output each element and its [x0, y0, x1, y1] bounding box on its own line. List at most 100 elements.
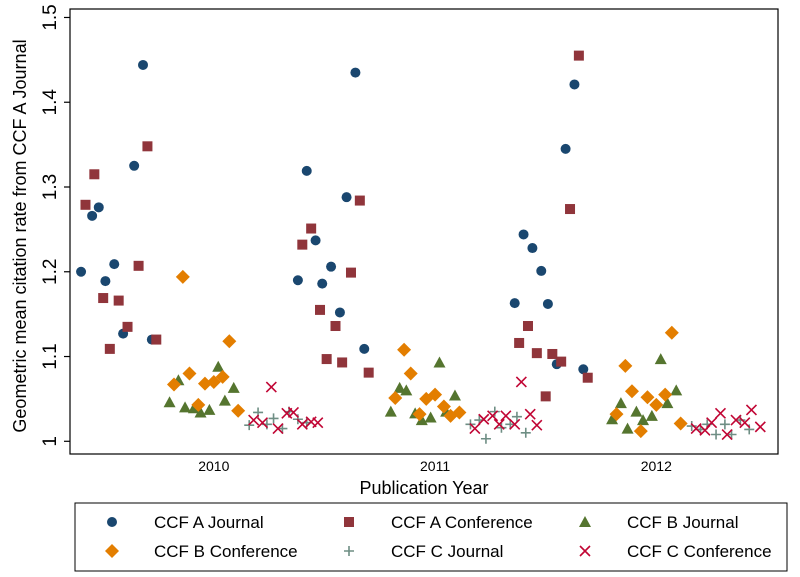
legend: CCF A Journal CCF A Conference CCF B Journ…	[105, 513, 772, 561]
data-point	[297, 239, 308, 250]
data-points	[76, 50, 766, 444]
data-point	[384, 405, 397, 417]
legend-marker	[579, 545, 591, 557]
data-point	[179, 401, 192, 413]
data-point	[524, 408, 536, 420]
data-point	[673, 416, 688, 431]
data-point	[133, 260, 144, 271]
data-point	[397, 342, 412, 357]
data-point	[89, 169, 100, 180]
data-point	[487, 410, 499, 422]
data-point	[100, 276, 111, 287]
data-point	[509, 298, 520, 309]
data-point	[138, 59, 149, 70]
series-ccf-b-conference	[166, 269, 688, 439]
data-point	[388, 391, 403, 406]
data-point	[187, 402, 200, 414]
data-point	[301, 165, 312, 176]
y-tick-label: 1.5	[40, 4, 61, 30]
data-point	[330, 321, 341, 332]
legend-item: CCF B Conference	[105, 542, 298, 561]
data-point	[248, 414, 260, 426]
data-point	[658, 387, 673, 402]
x-axis-title: Publication Year	[359, 478, 488, 498]
x-axis: 2010 2011 2012	[198, 458, 672, 474]
data-point	[142, 141, 153, 152]
legend-item: CCF C Conference	[579, 542, 772, 561]
data-point	[296, 418, 308, 430]
legend-item: CCF A Conference	[344, 513, 533, 532]
data-point	[565, 204, 576, 215]
data-point	[337, 357, 348, 368]
data-point	[633, 424, 648, 439]
series-ccf-b-journal	[163, 353, 683, 434]
data-point	[739, 417, 751, 429]
data-point	[212, 360, 225, 372]
data-point	[151, 334, 162, 345]
y-axis: 1 1.1 1.2 1.3 1.4 1.5	[40, 4, 70, 447]
y-tick-label: 1.2	[40, 259, 61, 285]
y-tick-label: 1.4	[40, 89, 61, 116]
legend-item: CCF A Journal	[107, 513, 264, 532]
data-point	[536, 265, 547, 276]
data-point	[527, 243, 538, 254]
data-point	[654, 353, 667, 365]
data-point	[661, 397, 674, 409]
data-point	[509, 418, 521, 430]
data-point	[514, 337, 525, 348]
data-point	[400, 384, 413, 396]
legend-marker	[105, 544, 119, 558]
data-point	[166, 377, 181, 392]
data-point	[496, 422, 507, 433]
data-point	[618, 358, 633, 373]
data-point	[624, 384, 639, 399]
data-point	[515, 376, 527, 388]
data-point	[730, 414, 742, 426]
data-point	[520, 427, 531, 438]
x-tick-label: 2010	[198, 458, 229, 474]
data-point	[573, 50, 584, 61]
data-point	[614, 397, 627, 409]
data-point	[645, 409, 658, 421]
data-point	[670, 384, 683, 396]
series-ccf-c-conference	[248, 376, 766, 441]
legend-box	[74, 502, 788, 572]
data-point	[268, 413, 279, 424]
data-point	[76, 266, 87, 277]
legend-marker	[579, 516, 591, 527]
data-point	[480, 433, 491, 444]
data-point	[540, 391, 551, 402]
data-point	[452, 405, 467, 420]
data-point	[287, 406, 300, 419]
data-point	[334, 307, 345, 318]
data-point	[113, 295, 124, 306]
legend-marker	[107, 517, 117, 527]
data-point	[218, 394, 231, 406]
data-point	[231, 403, 246, 418]
data-point	[109, 259, 120, 270]
data-point	[721, 428, 733, 441]
data-point	[630, 405, 643, 417]
data-point	[129, 160, 140, 171]
data-point	[511, 411, 522, 422]
data-point	[522, 321, 533, 332]
data-point	[393, 381, 406, 393]
data-point	[403, 366, 418, 381]
y-tick-label: 1.1	[40, 343, 61, 369]
data-point	[354, 195, 365, 206]
data-point	[500, 410, 512, 422]
data-point	[122, 321, 133, 332]
y-tick-label: 1	[40, 436, 61, 447]
data-point	[104, 343, 115, 354]
data-point	[433, 356, 446, 368]
data-point	[326, 261, 337, 272]
data-point	[312, 417, 324, 429]
data-point	[222, 334, 237, 349]
data-point	[582, 372, 593, 383]
data-point	[80, 199, 91, 210]
data-point	[719, 419, 730, 430]
legend-label: CCF C Conference	[627, 542, 772, 561]
data-point	[363, 367, 374, 378]
data-point	[531, 419, 543, 431]
